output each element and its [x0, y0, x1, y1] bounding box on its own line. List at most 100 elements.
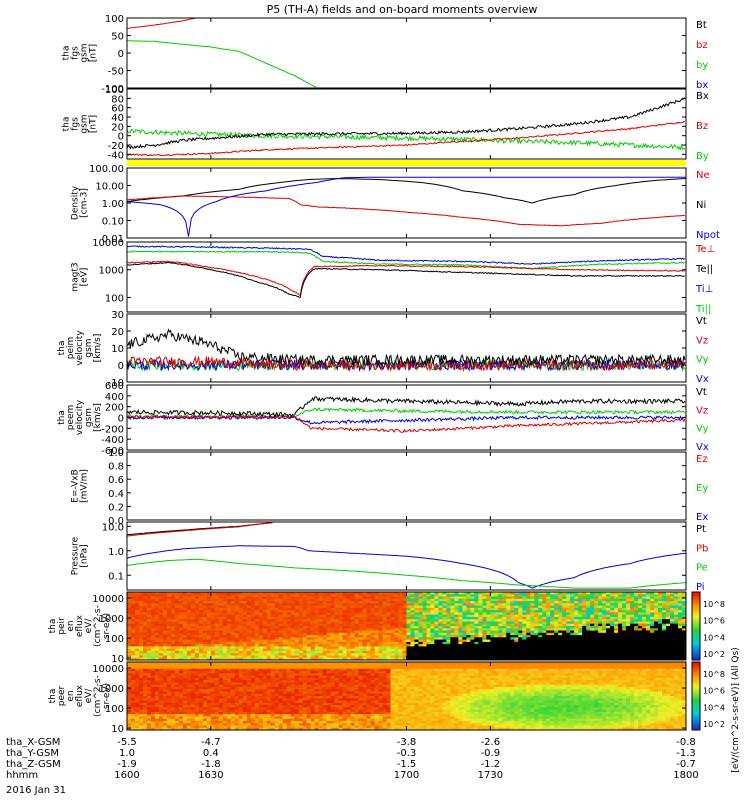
panel-peim-velocity: 30 20 10 0 -10 tha peim velocity gsm [km/s] Vt Vz Vy…	[57, 310, 709, 389]
peer-spec-ylabel-line: (cm^2-s-	[93, 675, 103, 717]
fgs-dsl-y-tick-label: 20	[111, 122, 124, 133]
electron-colorbar-tick-label: 10^6	[703, 687, 725, 696]
efield-legend-Ez: Ez	[696, 454, 708, 465]
efield-y-tick-label: 0.2	[108, 502, 124, 513]
axis-row-value: -0.3	[397, 748, 417, 759]
fgs-gsm-y-ticks: 100 50 0 -50 -100	[101, 14, 686, 95]
peim-velocity-legend-Vx: Vx	[696, 374, 709, 385]
axis-row-label: tha_Z-GSM	[6, 759, 61, 770]
pressure-legend-Pi: Pi	[696, 582, 705, 593]
peem-velocity-legend-Vx: Vx	[696, 442, 709, 453]
peim-velocity-ylabel-line: velocity	[75, 330, 85, 366]
peim-velocity-ylabel-line: [km/s]	[93, 334, 103, 363]
fgs-dsl-ylabel-line: [nT]	[89, 115, 99, 133]
axis-row-value: 1700	[394, 770, 419, 781]
efield-legend-Ex: Ex	[696, 512, 708, 523]
panel-peir-spec: 10000 1000 100 10 tha peir en eflux eV/(cm^2-s-s…	[48, 591, 687, 665]
peer-spec-y-tick-label: 1000	[99, 684, 124, 695]
density-y-tick-label: 10.00	[95, 182, 124, 193]
peem-velocity-y-tick-label: -600	[101, 446, 124, 457]
peem-velocity-ylabel-line: velocity	[75, 399, 85, 435]
axis-row-value: -5.5	[117, 737, 137, 748]
panel-fgs-gsm: 100 50 0 -50 -100 tha fgs gsm [nT] Bt bz by bx	[62, 14, 709, 95]
efield-y-ticks: 1.0 0.8 0.6 0.4 0.2 0.0	[108, 448, 686, 527]
efield-y-tick-label: 1.0	[108, 448, 124, 459]
fgs-dsl-y-tick-label: 100	[105, 85, 124, 96]
axis-row-value: 1630	[198, 770, 223, 781]
fgs-dsl-y-tick-label: -40	[108, 150, 124, 161]
fgs-dsl-series-Bx	[127, 97, 686, 150]
fgs-dsl-legend-Bz: Bz	[696, 121, 708, 132]
electron-colorbar: 10^8 10^6 10^4 10^2	[691, 661, 725, 731]
peim-velocity-y-ticks: 30 20 10 0 -10	[108, 310, 686, 389]
pressure-ylabel-line: Pressure	[71, 536, 81, 575]
fgs-dsl-ylabel-line: gsm	[80, 114, 90, 133]
density-series-Ni	[127, 177, 686, 204]
temperature-ylabel-line: magt3	[71, 262, 81, 291]
chart-title: P5 (TH-A) fields and on-board moments ov…	[267, 3, 538, 16]
fgs-dsl-y-tick-label: 40	[111, 113, 124, 124]
temperature-legend-Ti||: Ti||	[695, 304, 711, 315]
peim-velocity-y-tick-label: -10	[108, 378, 124, 389]
density-y-tick-label: 1.00	[102, 199, 124, 210]
peir-spec-y-tick-label: 10	[111, 654, 124, 665]
peir-spec-heatmap	[127, 592, 686, 660]
peir-spec-ylabel-line: eV/	[84, 618, 94, 634]
peir-spec-ylabel-line: peir	[57, 617, 67, 635]
pressure-series-group	[127, 522, 686, 589]
peem-velocity-legend-Vz: Vz	[696, 405, 708, 416]
fgs-dsl-legend-By: By	[696, 151, 709, 162]
temperature-legend-Te||: Te||	[695, 264, 713, 275]
peir-spec-ylabel-line: sr-eV)	[102, 613, 112, 639]
axis-row-value: -1.3	[676, 748, 696, 759]
temperature-series-Ti⊥	[127, 245, 686, 265]
axis-row-value: -1.9	[117, 759, 137, 770]
pressure-y-tick-label: 10.0	[102, 522, 124, 533]
peer-spec-y-tick-label: 100	[105, 704, 124, 715]
fgs-gsm-y-tick-label: 100	[105, 14, 124, 25]
axis-row-value: -3.8	[397, 737, 417, 748]
pressure-ylabel-line: [nPa]	[80, 544, 90, 567]
fgs-gsm-legend-bx: bx	[696, 80, 708, 91]
temperature-y-tick-label: 1000	[99, 266, 124, 277]
peer-spec-heatmap	[127, 662, 686, 730]
panel-efield: 1.0 0.8 0.6 0.4 0.2 0.0 E=-VxB [mV/m] Ez Ey Ex	[71, 448, 709, 527]
panel-pressure: 10.0 1.0 0.1 Pressure [nPa] Pt Pb Pe Pi	[71, 521, 708, 593]
peim-velocity-y-tick-label: 20	[111, 327, 124, 338]
peem-velocity-series-Vt	[127, 395, 686, 418]
electron-colorbar-frame	[691, 661, 701, 731]
peem-velocity-ylabel-line: peem	[66, 405, 76, 431]
axis-row-label: hhmm	[6, 770, 38, 781]
fgs-gsm-y-tick-label: -100	[101, 84, 124, 95]
time-axis-labels: tha_X-GSM -5.5 -4.7 -3.8 -2.6 -0.8 tha_Y-GSM 1.…	[6, 737, 699, 781]
peim-velocity-frame	[126, 313, 687, 383]
peem-velocity-series-Vx	[127, 414, 686, 425]
peir-spec-y-tick-label: 100	[105, 634, 124, 645]
pressure-legend-Pb: Pb	[696, 543, 708, 554]
ion-colorbar-tick-label: 10^6	[703, 617, 725, 626]
peer-spec-y-ticks: 10000 1000 100 10	[92, 664, 686, 735]
fgs-dsl-legend-Bx: Bx	[696, 91, 709, 102]
axis-row-value: -1.5	[397, 759, 417, 770]
peim-velocity-series-Vt	[127, 328, 686, 367]
peem-velocity-y-tick-label: -400	[101, 435, 124, 446]
ion-colorbar-tick-label: 10^2	[703, 650, 725, 659]
pressure-series-Pe	[127, 558, 686, 589]
peer-spec-ylabel-line: eV/	[84, 688, 94, 704]
peem-velocity-y-tick-label: 600	[105, 381, 124, 392]
peir-spec-y-ticks: 10000 1000 100 10	[92, 594, 686, 665]
fgs-dsl-frame	[126, 88, 687, 160]
efield-y-tick-label: 0.8	[108, 462, 124, 473]
pressure-series-Pt	[127, 522, 273, 536]
electron-colorbar-tick-label: 10^4	[703, 703, 725, 712]
temperature-series-Te||	[127, 261, 686, 298]
peem-velocity-ylabel-line: [km/s]	[93, 403, 103, 432]
fgs-dsl-series-By	[127, 128, 686, 151]
pressure-y-tick-label: 0.1	[108, 571, 124, 582]
peer-spec-y-tick-label: 10000	[92, 664, 124, 675]
peir-spec-ylabel-line: tha	[48, 619, 58, 634]
efield-ylabel-line: [mV/m]	[80, 469, 90, 503]
peer-spec-ylabel-line: tha	[48, 689, 58, 704]
peem-velocity-legend-Vt: Vt	[696, 387, 707, 398]
